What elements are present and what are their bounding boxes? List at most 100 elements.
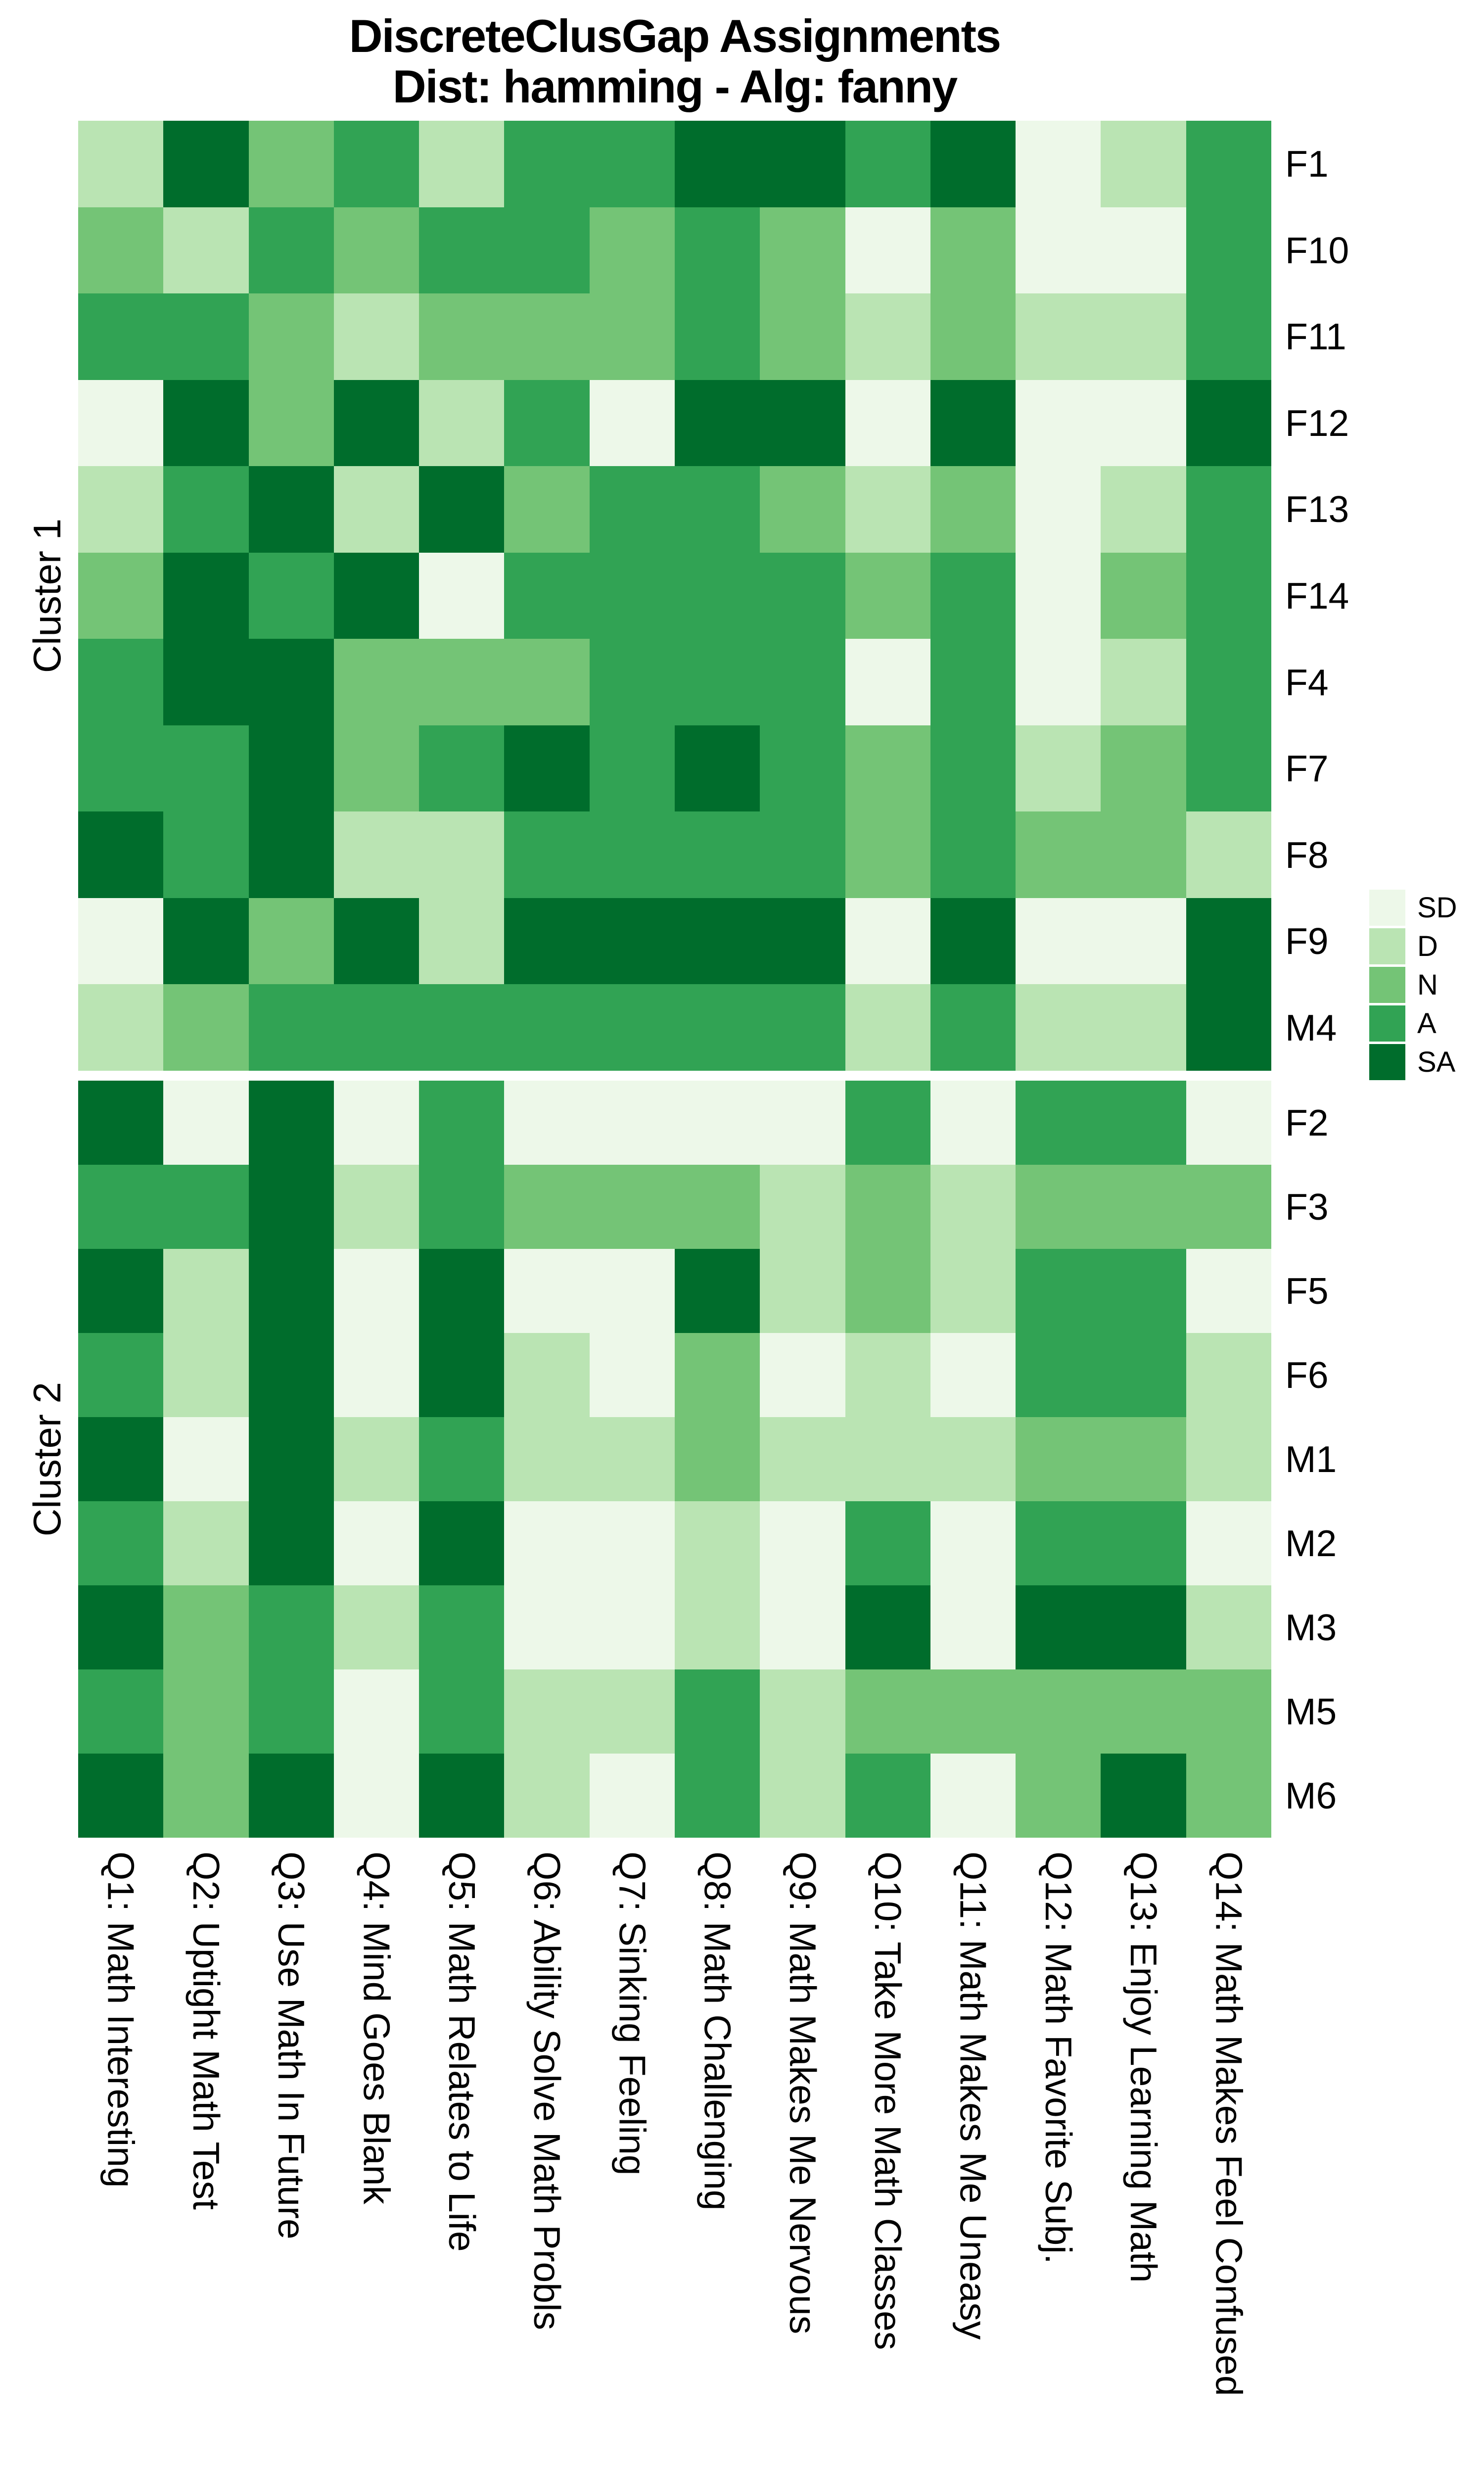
heatmap-cell: [845, 1249, 930, 1333]
heatmap-cell: [845, 1333, 930, 1417]
heatmap-cell: [163, 1754, 249, 1838]
row-label: F5: [1285, 1270, 1329, 1312]
heatmap-cell: [1186, 466, 1271, 553]
heatmap-cell: [760, 725, 845, 812]
heatmap-cell: [419, 121, 505, 207]
heatmap-cell: [760, 380, 845, 467]
heatmap-cell: [248, 380, 334, 467]
column-label-slot: Q6: Ability Solve Math Probls: [504, 1852, 589, 2330]
heatmap-cell: [1186, 1754, 1271, 1838]
heatmap-cell: [419, 293, 505, 380]
chart-title-line2: Dist: hamming - Alg: fanny: [392, 60, 958, 112]
heatmap-cell: [163, 466, 249, 553]
heatmap-cell: [419, 639, 505, 725]
heatmap-cell: [333, 1501, 419, 1585]
heatmap-cell: [589, 466, 675, 553]
heatmap-cell: [248, 811, 334, 898]
row-label: F8: [1285, 834, 1329, 876]
heatmap-cell: [504, 1081, 590, 1165]
heatmap-cell: [1016, 207, 1101, 294]
heatmap-cell: [78, 1249, 164, 1333]
heatmap-cell: [78, 1501, 164, 1585]
heatmap-cell: [419, 811, 505, 898]
heatmap-cell: [1101, 898, 1186, 985]
heatmap-cell: [419, 552, 505, 639]
heatmap-cell: [674, 811, 760, 898]
legend-swatch: [1369, 890, 1405, 926]
heatmap-cell: [845, 466, 930, 553]
heatmap-cell: [248, 207, 334, 294]
heatmap-cell: [1101, 380, 1186, 467]
heatmap-cell: [845, 380, 930, 467]
heatmap-cell: [419, 1165, 505, 1249]
heatmap-cell: [78, 1417, 164, 1501]
row-label: F11: [1285, 316, 1346, 358]
heatmap-cell: [1016, 1585, 1101, 1669]
heatmap-cell: [930, 552, 1016, 639]
heatmap-cell: [1101, 811, 1186, 898]
heatmap-cell: [845, 898, 930, 985]
heatmap-cell: [1016, 725, 1101, 812]
column-label: Q12: Math Favorite Subj.: [1037, 1852, 1079, 2264]
column-label-slot: Q2: Uptight Math Test: [163, 1852, 248, 2210]
heatmap-cell: [760, 1501, 845, 1585]
heatmap-cell: [845, 1081, 930, 1165]
heatmap-row: [78, 1333, 1271, 1417]
legend-swatch: [1369, 1044, 1405, 1080]
heatmap-cell: [78, 1081, 164, 1165]
chart-title-line1: DiscreteClusGap Assignments: [349, 10, 1001, 62]
heatmap-cell: [760, 1585, 845, 1669]
heatmap-cell: [1186, 1669, 1271, 1754]
heatmap-cell: [248, 1081, 334, 1165]
heatmap-cell: [163, 811, 249, 898]
heatmap-cell: [674, 1333, 760, 1417]
heatmap-cell: [248, 725, 334, 812]
heatmap-cell: [845, 639, 930, 725]
heatmap-cell: [163, 1585, 249, 1669]
legend-item: N: [1369, 967, 1457, 1003]
legend-item: A: [1369, 1005, 1457, 1042]
heatmap-cell: [419, 1417, 505, 1501]
column-label: Q6: Ability Solve Math Probls: [526, 1852, 568, 2331]
heatmap-cell: [845, 1417, 930, 1501]
heatmap-cell: [760, 811, 845, 898]
heatmap-cell: [589, 811, 675, 898]
heatmap-cell: [419, 1333, 505, 1417]
heatmap-cell: [504, 898, 590, 985]
heatmap-cell: [674, 1249, 760, 1333]
column-label-slot: Q12: Math Favorite Subj.: [1016, 1852, 1101, 2264]
heatmap-cell: [845, 1501, 930, 1585]
heatmap-row: [78, 380, 1271, 467]
column-label: Q13: Enjoy Learning Math: [1123, 1852, 1165, 2283]
heatmap-cell: [760, 639, 845, 725]
column-label: Q8: Math Challenging: [696, 1852, 739, 2211]
heatmap-cell: [419, 466, 505, 553]
heatmap-cell: [845, 121, 930, 207]
heatmap-row: [78, 1081, 1271, 1165]
heatmap-cell: [930, 1754, 1016, 1838]
heatmap-cell: [1186, 1501, 1271, 1585]
heatmap-cell: [78, 1669, 164, 1754]
heatmap-cell: [504, 984, 590, 1071]
heatmap-cell: [1186, 725, 1271, 812]
heatmap-cell: [674, 552, 760, 639]
heatmap-cell: [419, 380, 505, 467]
heatmap-cell: [333, 552, 419, 639]
heatmap-cell: [674, 1417, 760, 1501]
heatmap-cell: [78, 639, 164, 725]
heatmap-cell: [504, 380, 590, 467]
heatmap-cell: [419, 1081, 505, 1165]
heatmap-cell: [333, 1754, 419, 1838]
heatmap-cell: [333, 1165, 419, 1249]
column-label: Q11: Math Makes Me Uneasy: [952, 1852, 994, 2340]
legend-swatch: [1369, 967, 1405, 1003]
heatmap-cell: [1186, 1081, 1271, 1165]
column-label-slot: Q1: Math Interesting: [78, 1852, 163, 2188]
heatmap-cell: [504, 1585, 590, 1669]
heatmap-cell: [333, 380, 419, 467]
column-label: Q3: Use Math In Future: [271, 1852, 313, 2239]
heatmap-cell: [1016, 1669, 1101, 1754]
heatmap-cell: [674, 1165, 760, 1249]
heatmap-cell: [1101, 984, 1186, 1071]
chart-title: DiscreteClusGap Assignments Dist: hammin…: [78, 11, 1271, 112]
